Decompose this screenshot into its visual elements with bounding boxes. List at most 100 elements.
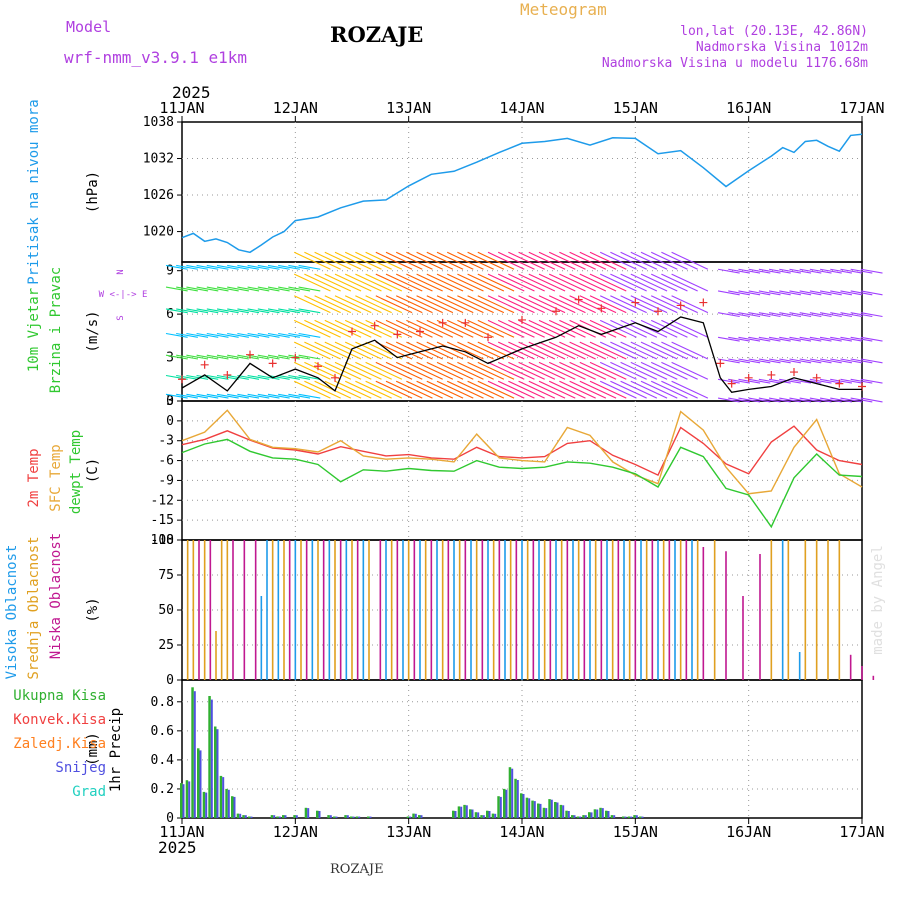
- wind-barb: [738, 378, 761, 384]
- station-title: ROZAJE: [330, 22, 424, 47]
- year-top: 2025: [172, 83, 211, 102]
- wind-barb: [497, 380, 535, 399]
- precip-bar: [197, 748, 200, 818]
- gust-marker: [178, 375, 186, 384]
- wind-barb: [227, 354, 249, 360]
- wind-barb: [293, 251, 331, 270]
- wind-barb: [850, 336, 873, 342]
- precip-bar: [214, 726, 217, 818]
- wind-barb: [416, 273, 454, 292]
- wind-barb: [487, 295, 525, 314]
- gust-marker: [348, 327, 356, 336]
- wind-barb: [467, 319, 505, 338]
- precip-snow-bar: [273, 815, 276, 818]
- wind-barb: [599, 341, 637, 360]
- wind-barb: [314, 361, 352, 380]
- wind-barb: [334, 361, 372, 380]
- unit-label-wind: (m/s): [85, 310, 101, 352]
- precip-snow-bar: [482, 815, 485, 818]
- precip-snow-bar: [278, 816, 281, 818]
- wind-barb: [610, 273, 647, 292]
- wind-barb: [830, 312, 852, 318]
- wind-barb: [518, 380, 556, 399]
- wind-barb: [758, 312, 781, 318]
- wind-barb: [728, 290, 750, 296]
- ytick-label-pressure: 1026: [143, 188, 174, 203]
- precip-snow-bar: [295, 815, 298, 818]
- wind-barb: [779, 358, 801, 364]
- precip-snow-bar: [613, 815, 616, 818]
- wind-speed-line: [181, 316, 862, 394]
- wind-barb: [196, 264, 219, 270]
- precip-snow-bar: [584, 815, 587, 818]
- unit-label-cloud: (%): [85, 597, 101, 622]
- wind-barb: [298, 354, 321, 360]
- wind-barb: [314, 273, 352, 292]
- wind-barb: [487, 341, 525, 360]
- precip-bar: [571, 815, 574, 818]
- wind-barb: [850, 268, 873, 274]
- wind-barb: [298, 374, 321, 380]
- wind-barb: [661, 341, 698, 360]
- time-label-top: 15JAN: [613, 99, 658, 117]
- wind-barb: [426, 361, 464, 380]
- precip-snow-bar: [307, 808, 310, 818]
- wind-barb: [830, 358, 852, 364]
- wind-barb: [196, 332, 219, 338]
- wind-barb: [237, 332, 260, 338]
- wind-barb: [267, 393, 290, 399]
- precip-snow-bar: [494, 813, 497, 818]
- wind-barb: [446, 380, 484, 399]
- wind-barb: [288, 286, 311, 292]
- wind-barb: [314, 295, 352, 314]
- wind-barb: [324, 273, 362, 292]
- cloud-ylabel-mid: Srednja Oblacnost: [26, 536, 42, 679]
- precip-bar: [474, 812, 478, 818]
- precip-snow-bar: [460, 806, 463, 818]
- wind-barb: [661, 319, 698, 338]
- wind-barb: [559, 273, 596, 292]
- precip-bar: [276, 816, 279, 818]
- precip-bar: [610, 815, 614, 818]
- wind-barb: [267, 308, 290, 314]
- precip-snow-bar: [539, 803, 542, 818]
- precip-bar: [333, 816, 336, 818]
- precip-snow-bar: [579, 816, 582, 818]
- wind-barb: [477, 361, 515, 380]
- wind-barb: [768, 336, 791, 342]
- wind-barb: [293, 273, 331, 292]
- wind-barb: [206, 308, 229, 314]
- precip-snow-bar: [567, 811, 570, 818]
- wind-barb: [830, 268, 852, 274]
- wind-barb: [487, 273, 525, 292]
- precip-snow-bar: [222, 777, 225, 818]
- wind-barb: [661, 251, 698, 270]
- wind-barb: [548, 251, 586, 270]
- wind-barb: [569, 295, 607, 314]
- time-label-top: 16JAN: [726, 99, 771, 117]
- wind-barb: [748, 397, 771, 403]
- model-label: Model: [66, 18, 112, 36]
- wind-barb: [344, 341, 382, 360]
- wind-barb: [748, 268, 771, 274]
- ytick-label-pressure: 1032: [143, 152, 174, 167]
- precip-bar: [452, 810, 455, 818]
- wind-barb: [278, 264, 300, 270]
- wind-barb: [748, 312, 771, 318]
- gust-marker: [744, 373, 753, 382]
- ytick-label-temperature: -6: [158, 454, 174, 469]
- wind-barb: [850, 290, 873, 296]
- precip-bar: [548, 799, 551, 818]
- wind-barb: [799, 336, 822, 342]
- wind-barb: [165, 393, 188, 399]
- wind-barb: [789, 358, 812, 364]
- precip-snow-bar: [477, 812, 480, 818]
- gust-marker: [699, 298, 708, 307]
- wind-barb: [779, 268, 801, 274]
- precip-snow-bar: [346, 815, 349, 818]
- wind-barb: [365, 273, 403, 292]
- precip-snow-bar: [318, 811, 321, 818]
- wind-barb: [344, 319, 382, 338]
- wind-barb: [650, 380, 688, 399]
- wind-barb: [288, 308, 311, 314]
